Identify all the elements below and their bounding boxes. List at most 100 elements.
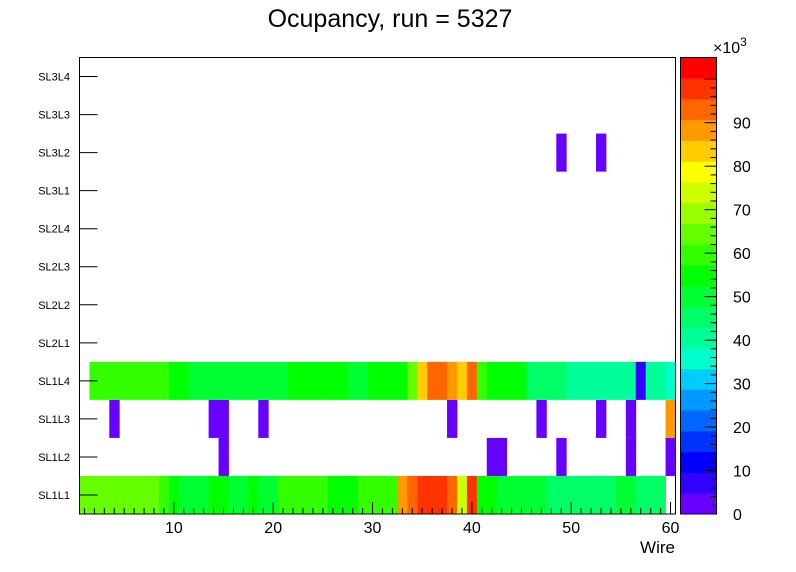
- heatmap-cell: [347, 361, 359, 400]
- heatmap-cell: [129, 361, 140, 400]
- z-tick-label: 10: [733, 464, 751, 481]
- x-tick-label: 50: [562, 520, 580, 537]
- y-tick-label: SL1L2: [38, 452, 70, 464]
- heatmap-cell: [615, 361, 627, 400]
- heatmap-cell: [665, 399, 676, 438]
- heatmap-cell: [109, 475, 120, 514]
- heatmap-cell: [625, 437, 637, 476]
- color-scale-segment: [680, 348, 717, 370]
- heatmap-cell: [367, 475, 378, 514]
- heatmap-cell: [357, 475, 368, 514]
- heatmap-cell: [476, 475, 488, 514]
- heatmap-cell: [596, 399, 607, 438]
- heatmap-cell: [496, 475, 508, 514]
- heatmap-cell: [397, 475, 408, 514]
- color-scale-segment: [680, 431, 717, 453]
- heatmap-cell: [158, 475, 170, 514]
- heatmap-cell: [288, 361, 299, 400]
- heatmap-cell: [218, 437, 229, 476]
- heatmap-cell: [258, 399, 269, 438]
- z-tick-label: 90: [733, 116, 751, 133]
- y-tick-label: SL3L3: [38, 110, 70, 122]
- heatmap-cell: [635, 475, 647, 514]
- color-scale-segment: [680, 327, 717, 349]
- heatmap-cell: [129, 475, 140, 514]
- heatmap-cell: [327, 361, 339, 400]
- heatmap-cell: [218, 361, 229, 400]
- heatmap-cell: [486, 475, 498, 514]
- heatmap-cell: [586, 361, 597, 400]
- heatmap-cell: [307, 361, 319, 400]
- heatmap-cell: [447, 399, 458, 438]
- heatmap-cell: [556, 133, 567, 172]
- heatmap-cell: [437, 475, 448, 514]
- heatmap-cell: [268, 361, 279, 400]
- heatmap-cell: [158, 361, 170, 400]
- x-tick-label: 40: [463, 520, 481, 537]
- heatmap-cell: [576, 361, 587, 400]
- color-scale-segment: [680, 244, 717, 266]
- heatmap-cell: [506, 475, 517, 514]
- z-tick-label: 80: [733, 159, 751, 176]
- color-scale-segment: [680, 368, 717, 390]
- heatmap-cell: [456, 475, 468, 514]
- y-tick-label: SL1L4: [38, 376, 70, 388]
- heatmap-cell: [665, 361, 676, 400]
- heatmap-cell: [278, 475, 289, 514]
- color-scale-segment: [680, 451, 717, 473]
- heatmap-cell: [546, 361, 557, 400]
- heatmap-cell: [198, 475, 210, 514]
- heatmap-cell: [625, 475, 637, 514]
- color-scale-segment: [680, 78, 717, 100]
- heatmap-cell: [278, 361, 289, 400]
- heatmap-cell: [347, 475, 359, 514]
- heatmap-cell: [615, 475, 627, 514]
- color-scale-segment: [680, 410, 717, 432]
- heatmap-cell: [556, 437, 567, 476]
- color-scale-segment: [680, 140, 717, 162]
- y-tick-label: SL2L3: [38, 262, 70, 274]
- z-tick-label: 30: [733, 377, 751, 394]
- heatmap-cell: [447, 361, 458, 400]
- heatmap-cell: [486, 361, 498, 400]
- heatmap-cell: [516, 475, 527, 514]
- heatmap-cell: [576, 475, 587, 514]
- plot-frame: [79, 57, 676, 515]
- heatmap-cell: [99, 361, 110, 400]
- heatmap-cell: [526, 475, 537, 514]
- heatmap-cell: [476, 361, 488, 400]
- heatmap-cell: [139, 475, 150, 514]
- color-scale: 0 10 20 30 40 50 60 70 80 90: [680, 57, 751, 524]
- heatmap-cell: [377, 361, 388, 400]
- heatmap-cell: [139, 361, 150, 400]
- heatmap-cell: [228, 361, 239, 400]
- color-scale-frame: [680, 57, 717, 515]
- heatmap-cell: [427, 475, 438, 514]
- y-tick-label: SL2L1: [38, 338, 70, 350]
- color-scale-multiplier-base: ×10: [713, 40, 740, 57]
- x-axis-title: Wire: [640, 538, 675, 557]
- heatmap-cell: [208, 361, 219, 400]
- z-tick-label: 0: [733, 507, 742, 524]
- heatmap-cell: [188, 475, 200, 514]
- z-tick-label: 50: [733, 290, 751, 307]
- heatmap-cell: [536, 399, 547, 438]
- heatmap-cell: [238, 475, 249, 514]
- color-scale-segment: [680, 389, 717, 411]
- heatmap-cell: [387, 475, 398, 514]
- heatmap-cell: [466, 475, 478, 514]
- heatmap-cell: [387, 361, 398, 400]
- color-scale-segment: [680, 202, 717, 224]
- heatmap-cell: [655, 361, 666, 400]
- heatmap-cell: [437, 361, 448, 400]
- heatmap-cell: [168, 475, 180, 514]
- color-scale-segment: [680, 99, 717, 121]
- heatmap-cell: [208, 399, 219, 438]
- color-scale-segment: [680, 493, 717, 515]
- heatmap-cell: [317, 475, 329, 514]
- color-scale-segment: [680, 182, 717, 204]
- heatmap-cell: [178, 361, 190, 400]
- heatmap-cell: [208, 475, 219, 514]
- heatmap-cell: [556, 475, 567, 514]
